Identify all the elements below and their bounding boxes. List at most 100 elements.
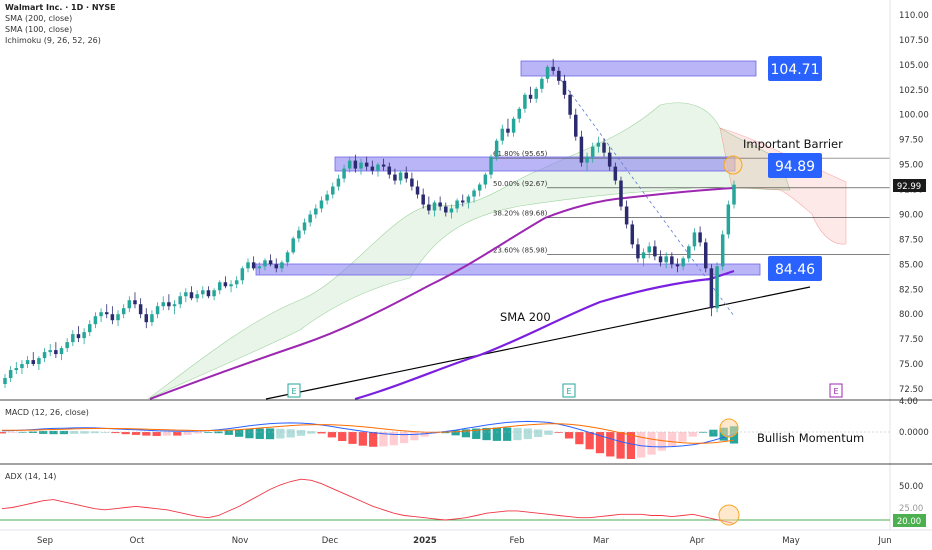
candle[interactable] — [99, 312, 103, 317]
indicator-legend-sma100[interactable]: SMA (100, close) — [5, 25, 73, 34]
candle[interactable] — [14, 368, 19, 371]
candle[interactable] — [71, 334, 75, 343]
candle[interactable] — [619, 180, 623, 207]
candle[interactable] — [161, 302, 165, 307]
candle[interactable] — [263, 260, 267, 267]
candle[interactable] — [8, 370, 13, 379]
candle[interactable] — [444, 206, 448, 213]
candle[interactable] — [720, 234, 725, 267]
candle[interactable] — [178, 296, 182, 305]
candle[interactable] — [732, 184, 736, 205]
candle[interactable] — [585, 156, 589, 163]
candle[interactable] — [709, 268, 714, 309]
candle[interactable] — [432, 202, 437, 211]
candle[interactable] — [144, 314, 149, 323]
time-axis[interactable]: Sep Oct Nov Dec 2025 Feb Mar Apr May Jun — [37, 536, 892, 546]
candle[interactable] — [607, 152, 612, 167]
candle[interactable] — [359, 162, 363, 169]
candle[interactable] — [528, 94, 533, 99]
candle[interactable] — [653, 246, 657, 257]
candle[interactable] — [319, 200, 324, 209]
candle[interactable] — [404, 172, 408, 179]
candle[interactable] — [110, 314, 115, 321]
candle[interactable] — [42, 352, 47, 359]
candle[interactable] — [687, 246, 691, 259]
candle[interactable] — [393, 174, 397, 181]
candle[interactable] — [291, 238, 295, 253]
candle[interactable] — [579, 136, 584, 163]
candle[interactable] — [325, 194, 329, 201]
candle[interactable] — [466, 196, 471, 203]
candle[interactable] — [726, 204, 731, 235]
indicator-legend-ichimoku[interactable]: Ichimoku (9, 26, 52, 26) — [5, 36, 101, 45]
candle[interactable] — [664, 256, 668, 263]
candle[interactable] — [280, 262, 284, 269]
earnings-marker[interactable] — [287, 383, 301, 398]
candle[interactable] — [251, 262, 256, 269]
candle[interactable] — [472, 190, 476, 197]
candle[interactable] — [460, 200, 465, 203]
earnings-marker[interactable] — [829, 383, 843, 398]
candle[interactable] — [201, 290, 205, 295]
candle[interactable] — [381, 164, 386, 167]
candle[interactable] — [523, 94, 527, 109]
candle[interactable] — [500, 128, 505, 141]
candle[interactable] — [489, 156, 493, 175]
candle[interactable] — [155, 306, 160, 315]
candle[interactable] — [121, 308, 126, 315]
candle[interactable] — [568, 94, 572, 115]
candle[interactable] — [641, 252, 646, 259]
candle[interactable] — [268, 260, 273, 265]
candle[interactable] — [167, 302, 171, 307]
candle[interactable] — [376, 164, 380, 171]
candle[interactable] — [246, 262, 250, 269]
candle[interactable] — [314, 208, 318, 215]
candle[interactable] — [20, 364, 24, 369]
candle[interactable] — [76, 334, 81, 339]
candle[interactable] — [88, 324, 92, 333]
candle[interactable] — [93, 316, 98, 325]
candle[interactable] — [483, 174, 488, 185]
candle[interactable] — [308, 214, 312, 223]
candle[interactable] — [59, 348, 64, 355]
candle[interactable] — [670, 256, 674, 265]
candle[interactable] — [336, 178, 341, 187]
candle[interactable] — [540, 78, 544, 89]
sma-200-line[interactable] — [354, 269, 735, 401]
fib-drawing-line[interactable] — [560, 79, 735, 317]
candle[interactable] — [596, 142, 601, 147]
candle[interactable] — [223, 282, 228, 287]
candle[interactable] — [116, 314, 120, 321]
candle[interactable] — [455, 200, 459, 209]
signal-line[interactable] — [2, 423, 735, 444]
candle[interactable] — [658, 256, 663, 263]
candle[interactable] — [698, 232, 702, 243]
candle[interactable] — [195, 294, 199, 299]
candle[interactable] — [703, 242, 708, 269]
candle[interactable] — [477, 184, 482, 191]
candle[interactable] — [534, 88, 538, 99]
sma-100-line[interactable] — [149, 187, 735, 400]
candle[interactable] — [421, 194, 425, 205]
candle[interactable] — [48, 350, 52, 353]
indicator-legend-sma200[interactable]: SMA (200, close) — [5, 14, 73, 23]
candle[interactable] — [240, 268, 245, 281]
candle[interactable] — [234, 280, 239, 285]
candle[interactable] — [206, 290, 211, 297]
price-axis[interactable]: 110.00 107.50 105.00 102.50 100.00 97.50 95.00… — [899, 11, 929, 395]
candle[interactable] — [138, 304, 143, 315]
candle[interactable] — [692, 232, 697, 247]
chart-title[interactable]: Walmart Inc. · 1D · NYSE — [5, 3, 116, 12]
candle[interactable] — [562, 80, 567, 95]
candle[interactable] — [37, 358, 41, 365]
candle[interactable] — [545, 66, 550, 79]
candle[interactable] — [82, 332, 86, 339]
candle[interactable] — [257, 266, 262, 269]
candle[interactable] — [331, 186, 335, 195]
candle[interactable] — [302, 222, 307, 231]
candle[interactable] — [364, 162, 369, 167]
candle[interactable] — [613, 166, 618, 181]
candle[interactable] — [217, 282, 222, 291]
uptrend-line[interactable] — [265, 286, 811, 400]
earnings-marker[interactable] — [562, 383, 576, 398]
